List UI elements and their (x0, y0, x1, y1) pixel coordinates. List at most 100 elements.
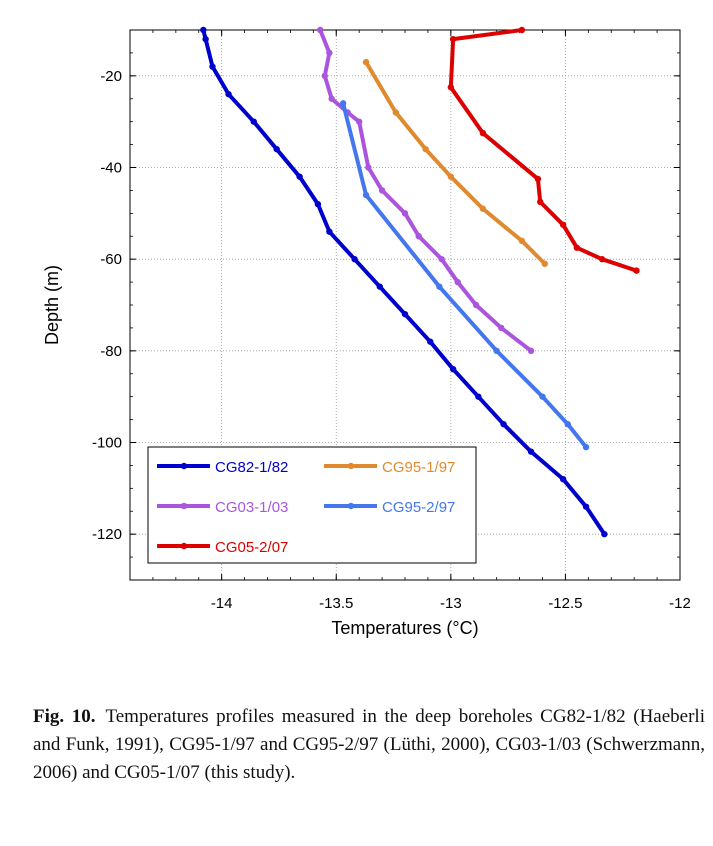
data-point (518, 237, 526, 245)
legend-marker (180, 462, 188, 470)
data-point (601, 530, 608, 538)
series-CG05-2/07 (447, 26, 640, 274)
data-point (427, 338, 434, 345)
data-point (362, 191, 370, 199)
y-tick-label: -120 (92, 526, 122, 543)
data-point (527, 448, 535, 455)
legend-label: CG03-1/03 (215, 499, 288, 516)
legend-label: CG82-1/82 (215, 459, 288, 476)
data-point (209, 63, 216, 70)
data-point (415, 233, 422, 240)
data-point (339, 100, 347, 107)
legend-item: CG95-1/97 (324, 459, 455, 476)
legend-item: CG03-1/03 (157, 499, 288, 516)
data-point (376, 283, 383, 290)
legend-item: CG82-1/82 (157, 459, 288, 476)
data-point (326, 49, 333, 57)
data-point (422, 145, 429, 153)
x-tick-label: -13.5 (319, 595, 353, 612)
legend-item: CG95-2/97 (324, 499, 455, 516)
data-point (438, 255, 445, 263)
data-point (582, 443, 590, 451)
x-tick-label: -12.5 (548, 595, 582, 612)
data-point (534, 175, 542, 183)
data-point (328, 95, 335, 102)
series-line (318, 28, 534, 353)
data-point (479, 129, 487, 137)
data-point (582, 503, 590, 510)
data-point (447, 173, 455, 180)
data-point (355, 118, 363, 125)
data-point (250, 118, 257, 125)
legend-marker (180, 542, 188, 550)
data-point (449, 365, 457, 373)
axis-ticks: -14 -13.5 -13 -12.5 -12 -20 -40 -60 -80 -100 -120 (92, 29, 691, 612)
data-point (633, 267, 640, 274)
y-tick-label: -20 (100, 68, 122, 85)
x-tick-label: -12 (669, 595, 691, 612)
data-point (493, 347, 500, 355)
y-tick-label: -40 (100, 160, 122, 177)
data-point (537, 198, 544, 206)
legend-marker (347, 462, 355, 470)
y-tick-label: -60 (100, 251, 122, 268)
data-point (296, 173, 303, 180)
data-point (472, 301, 480, 309)
caption-text: Temperatures profiles measured in the de… (33, 706, 705, 783)
series-layer (200, 26, 640, 538)
data-point (392, 109, 400, 116)
data-point (273, 145, 280, 153)
figure-caption: Fig. 10. Temperatures profiles measured i… (33, 703, 705, 787)
legend-label: CG95-2/97 (382, 499, 455, 516)
series-line (201, 28, 607, 537)
data-point (598, 255, 606, 263)
data-point (539, 393, 546, 400)
data-point (559, 221, 567, 228)
legend-items: CG82-1/82 CG95-1/97 CG03-1/03 CG95-2/97 CG05… (157, 459, 455, 556)
legend: CG82-1/82 CG95-1/97 CG03-1/03 CG95-2/97 CG05… (147, 446, 477, 564)
data-point (378, 187, 386, 194)
data-point (449, 35, 457, 43)
data-point (200, 26, 207, 34)
x-tick-label: -13 (440, 595, 462, 612)
figure-label: Fig. 10. (33, 706, 96, 727)
y-tick-label: -100 (92, 435, 122, 452)
data-point (436, 283, 443, 290)
x-axis-title: Temperatures (°C) (331, 618, 478, 638)
legend-item: CG05-2/07 (157, 539, 288, 556)
data-point (314, 200, 322, 208)
data-point (498, 324, 505, 332)
y-axis-title: Depth (m) (42, 265, 62, 345)
data-point (401, 210, 409, 217)
series-line (448, 28, 639, 273)
depth-temperature-chart: -14 -13.5 -13 -12.5 -12-20-40-60-80-100-120 … (42, 26, 691, 638)
data-point (475, 393, 482, 400)
data-point (351, 255, 358, 263)
series-CG95-1/97 (362, 58, 548, 267)
legend-label: CG05-2/07 (215, 539, 288, 556)
data-point (321, 72, 328, 80)
series-line (341, 101, 589, 450)
data-point (573, 244, 581, 251)
series-CG03-1/03 (317, 26, 535, 355)
data-point (362, 58, 370, 66)
data-point (527, 347, 535, 355)
data-point (447, 84, 455, 91)
x-tick-label: -14 (211, 595, 233, 612)
legend-label: CG95-1/97 (382, 459, 455, 476)
series-CG95-2/97 (339, 100, 590, 451)
legend-marker (347, 502, 355, 510)
series-CG82-1/82 (200, 26, 608, 538)
data-point (564, 420, 571, 428)
legend-marker (180, 502, 188, 510)
data-point (500, 420, 507, 428)
data-point (541, 260, 548, 267)
data-point (365, 164, 372, 171)
data-point (225, 90, 232, 98)
y-tick-label: -80 (100, 343, 122, 360)
data-point (479, 205, 487, 212)
data-point (202, 35, 209, 43)
data-point (317, 26, 324, 34)
data-point (454, 278, 461, 286)
data-point (518, 26, 526, 34)
